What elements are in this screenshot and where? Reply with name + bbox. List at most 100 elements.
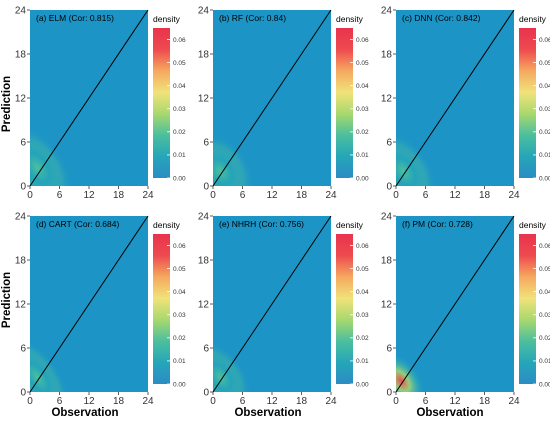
y-tick-label: 24 — [15, 6, 27, 17]
colorbar-tick-label: 0.03 — [356, 312, 369, 319]
colorbar-tick-label: 0.03 — [173, 312, 186, 319]
x-tick-label: 6 — [240, 396, 246, 407]
colorbar-title: density — [153, 220, 181, 230]
colorbar — [336, 28, 353, 178]
x-tick-label: 12 — [266, 190, 278, 201]
colorbar — [336, 234, 353, 384]
y-tick-label: 0 — [386, 388, 392, 399]
x-tick-label: 18 — [479, 190, 491, 201]
identity-line — [29, 9, 149, 187]
colorbar-tick-label: 0.06 — [356, 37, 369, 44]
y-tick-label: 6 — [386, 138, 392, 149]
colorbar-tick-label: 0.01 — [173, 358, 186, 365]
x-tick-label: 18 — [296, 396, 308, 407]
y-tick-label: 6 — [386, 344, 392, 355]
colorbar-tick-label: 0.04 — [539, 289, 550, 296]
colorbar-tick-label: 0.06 — [173, 37, 186, 44]
y-tick-label: 24 — [198, 212, 210, 223]
x-tick-label: 24 — [142, 396, 154, 407]
density-peak — [30, 125, 73, 186]
y-tick-label: 0 — [203, 182, 209, 193]
y-tick-label: 18 — [15, 256, 27, 267]
identity-line — [395, 9, 515, 187]
colorbar-tick-label: 0.03 — [356, 106, 369, 113]
colorbar — [519, 28, 536, 178]
panel-f: 0 6 12 18 24 0 6 12 18 24 (f) PM (Cor: 0.728) densi… — [381, 212, 550, 408]
x-tick-label: 24 — [325, 396, 337, 407]
y-tick-label: 12 — [381, 94, 393, 105]
x-tick-label: 18 — [113, 190, 125, 201]
colorbar-title: density — [519, 14, 547, 24]
colorbar-tick-label: 0.03 — [173, 106, 186, 113]
y-tick-label: 12 — [198, 94, 210, 105]
x-tick-label: 12 — [449, 190, 461, 201]
y-tick-label: 18 — [198, 50, 210, 61]
x-tick-label: 18 — [113, 396, 125, 407]
colorbar-tick-label: 0.00 — [539, 381, 550, 388]
panel-d: 0 6 12 18 24 0 6 12 18 24 (d) CART (Cor: 0.684) den… — [15, 212, 186, 408]
colorbar-tick-label: 0.02 — [173, 129, 186, 136]
x-tick-label: 12 — [83, 396, 95, 407]
colorbar-tick-label: 0.00 — [356, 175, 369, 182]
x-tick-label: 0 — [210, 396, 216, 407]
x-tick-label: 0 — [393, 190, 399, 201]
identity-line — [29, 215, 149, 393]
x-axis-title-3: Observation — [416, 407, 483, 419]
x-tick-label: 6 — [57, 190, 63, 201]
colorbar-tick-label: 0.06 — [539, 243, 550, 250]
colorbar-tick-label: 0.02 — [356, 335, 369, 342]
panel-title: (b) RF (Cor: 0.84) — [219, 13, 286, 23]
identity-line — [395, 215, 515, 393]
x-tick-label: 24 — [508, 396, 520, 407]
colorbar-title: density — [153, 14, 181, 24]
x-tick-label: 0 — [210, 190, 216, 201]
colorbar-tick-label: 0.00 — [539, 175, 550, 182]
colorbar-tick-label: 0.06 — [356, 243, 369, 250]
x-tick-label: 0 — [393, 396, 399, 407]
colorbar-title: density — [336, 220, 364, 230]
x-tick-label: 12 — [266, 396, 278, 407]
panel-title: (a) ELM (Cor: 0.815) — [36, 13, 114, 23]
colorbar — [519, 234, 536, 384]
y-tick-label: 0 — [20, 388, 26, 399]
y-tick-label: 12 — [15, 300, 27, 311]
colorbar-tick-label: 0.00 — [173, 175, 186, 182]
x-tick-label: 18 — [296, 190, 308, 201]
colorbar-tick-label: 0.03 — [539, 312, 550, 319]
y-tick-label: 0 — [203, 388, 209, 399]
colorbar-tick-label: 0.04 — [173, 83, 186, 90]
y-tick-label: 12 — [15, 94, 27, 105]
panel-a: 0 6 12 18 24 0 6 12 18 24 (a) ELM (Cor: 0.815) dens… — [15, 6, 186, 202]
x-axis-title-2: Observation — [234, 407, 301, 419]
density-peak — [213, 134, 254, 186]
x-tick-label: 0 — [27, 190, 33, 201]
density-peak — [30, 336, 71, 392]
panel-title: (c) DNN (Cor: 0.842) — [402, 13, 481, 23]
x-tick-label: 24 — [508, 190, 520, 201]
y-tick-label: 24 — [381, 6, 393, 17]
y-tick-label: 12 — [381, 300, 393, 311]
colorbar-tick-label: 0.01 — [173, 152, 186, 159]
colorbar-tick-label: 0.04 — [356, 83, 369, 90]
colorbar-tick-label: 0.02 — [173, 335, 186, 342]
y-tick-label: 18 — [381, 256, 393, 267]
colorbar-tick-label: 0.01 — [539, 152, 550, 159]
y-axis-title-bottom: Prediction — [1, 272, 13, 328]
colorbar-tick-label: 0.04 — [173, 289, 186, 296]
y-tick-label: 12 — [198, 300, 210, 311]
colorbar-tick-label: 0.01 — [356, 358, 369, 365]
x-tick-label: 6 — [240, 190, 246, 201]
y-tick-label: 0 — [20, 182, 26, 193]
colorbar-tick-label: 0.05 — [539, 60, 550, 67]
panel-e: 0 6 12 18 24 0 6 12 18 24 (e) NHRH (Cor: 0.756) den… — [198, 212, 369, 408]
panel-title: (d) CART (Cor: 0.684) — [36, 219, 119, 229]
y-tick-label: 6 — [203, 344, 209, 355]
y-tick-label: 18 — [381, 50, 393, 61]
y-tick-label: 18 — [198, 256, 210, 267]
colorbar-tick-label: 0.01 — [539, 358, 550, 365]
colorbar-tick-label: 0.04 — [539, 83, 550, 90]
panel-title: (f) PM (Cor: 0.728) — [402, 219, 473, 229]
colorbar-tick-label: 0.02 — [539, 129, 550, 136]
colorbar-tick-label: 0.05 — [173, 266, 186, 273]
